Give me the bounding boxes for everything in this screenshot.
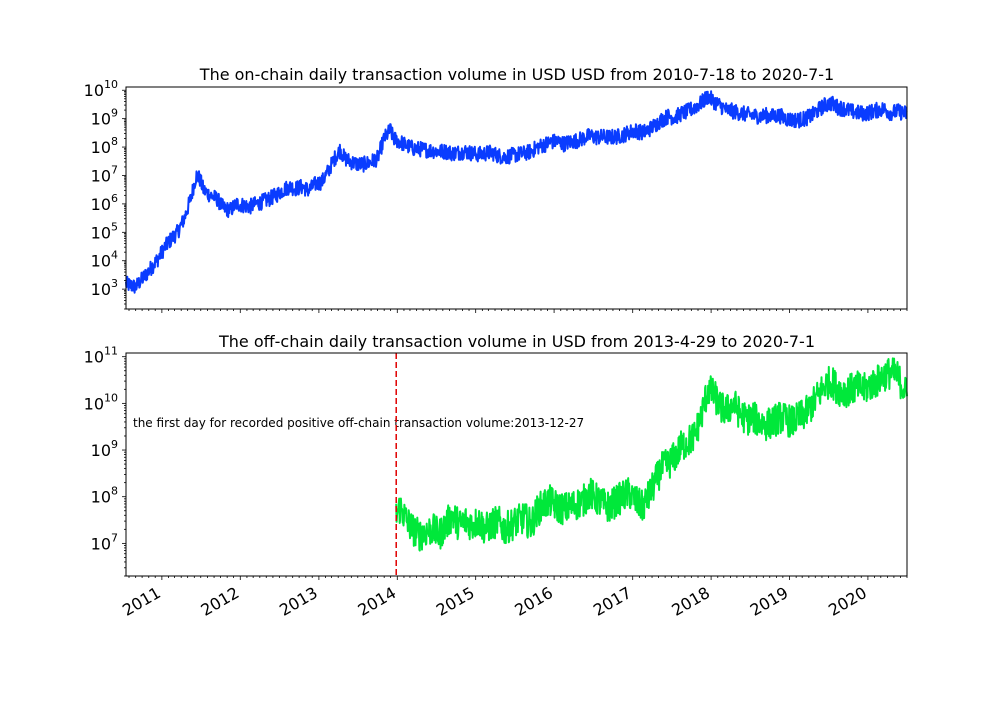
y-tick-label: 107 <box>91 531 118 553</box>
annotation-text: the first day for recorded positive off-… <box>133 416 584 430</box>
off-chain-chart-title: The off-chain daily transaction volume i… <box>218 332 815 351</box>
series-line <box>395 357 908 552</box>
y-tick-label: 107 <box>91 163 118 185</box>
series-line <box>125 90 908 294</box>
off-chain-y-axis: 107 108 109 1010 1011 <box>84 345 126 577</box>
on-chain-chart-title: The on-chain daily transaction volume in… <box>199 65 834 84</box>
y-tick-label: 108 <box>91 485 118 507</box>
y-tick-label: 108 <box>91 135 118 157</box>
y-tick-label: 105 <box>91 220 118 242</box>
y-tick-label: 1011 <box>84 345 118 367</box>
on-chain-plot-frame <box>125 86 908 310</box>
off-chain-annotation: the first day for recorded positive off-… <box>133 353 584 576</box>
off-chain-plot-frame <box>125 352 908 577</box>
y-tick-label: 109 <box>91 107 118 129</box>
y-tick-label: 109 <box>91 438 118 460</box>
y-tick-label: 103 <box>91 277 118 299</box>
off-chain-series <box>395 357 908 552</box>
y-tick-label: 106 <box>91 192 118 214</box>
y-tick-label: 1010 <box>84 391 118 413</box>
on-chain-chart: The on-chain daily transaction volume in… <box>84 65 908 313</box>
on-chain-series <box>125 90 908 294</box>
y-tick-label: 1010 <box>84 78 118 100</box>
y-tick-label: 104 <box>91 249 118 271</box>
on-chain-y-axis: 103 104 105 106 107 108 109 1010 <box>84 78 126 310</box>
